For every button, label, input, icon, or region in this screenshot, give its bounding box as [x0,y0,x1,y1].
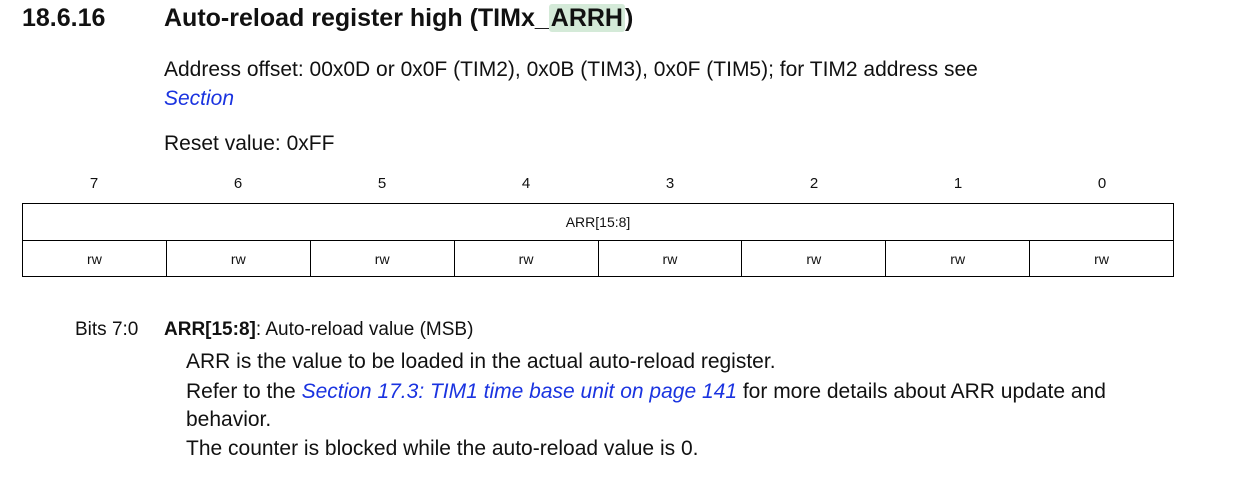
register-field-row: ARR[15:8] [22,203,1174,241]
register-access-row: rw rw rw rw rw rw rw rw [22,240,1174,277]
bit-number: 6 [233,175,243,192]
bit-number: 3 [665,175,675,192]
access-cell: rw [165,240,311,277]
bits-desc-line-3: behavior. [186,408,272,431]
section-title-suffix: ) [624,4,634,32]
bit-number: 4 [521,175,531,192]
address-offset-text: Address offset: 00x0D or 0x0F (TIM2), 0x… [164,58,978,81]
bit-number: 0 [1097,175,1107,192]
bits-field-heading: ARR[15:8]: Auto-reload value (MSB) [164,316,473,343]
access-cell: rw [885,240,1031,277]
section-title-prefix: Auto-reload register high (TIMx_ [164,4,549,32]
access-cell: rw [22,240,167,277]
address-section-link[interactable]: Section [164,87,235,110]
bits-desc-line-2-prefix: Refer to the [186,380,302,403]
bit-number: 1 [953,175,963,192]
bits-desc-line-4: The counter is blocked while the auto-re… [186,437,699,460]
bits-desc-line-1: ARR is the value to be loaded in the act… [186,350,776,373]
access-cell: rw [597,240,743,277]
access-cell: rw [309,240,455,277]
bits-desc-line-2-suffix: for more details about ARR update and [737,380,1106,403]
section-number: 18.6.16 [22,4,106,32]
bits-field-desc: : Auto-reload value (MSB) [255,319,474,340]
bit-number-row: 7 6 5 4 3 2 1 0 [22,174,1174,194]
access-cell: rw [453,240,599,277]
bits-field-name: ARR[15:8] [164,319,256,340]
time-base-section-link[interactable]: Section 17.3: TIM1 time base unit on pag… [301,380,738,403]
reset-value-text: Reset value: 0xFF [164,132,335,155]
bit-number: 2 [809,175,819,192]
section-title: Auto-reload register high (TIMx_ARRH) [164,2,633,34]
register-bit-table: ARR[15:8] rw rw rw rw rw rw rw rw [22,203,1174,277]
register-field-cell: ARR[15:8] [22,203,1174,241]
bit-number: 7 [89,175,99,192]
access-cell: rw [1029,240,1174,277]
bits-desc-line-2: Refer to the Section 17.3: TIM1 time bas… [186,378,1106,406]
section-title-highlight: ARRH [548,4,625,32]
bit-number: 5 [377,175,387,192]
bits-range-label: Bits 7:0 [75,319,139,340]
access-cell: rw [741,240,887,277]
